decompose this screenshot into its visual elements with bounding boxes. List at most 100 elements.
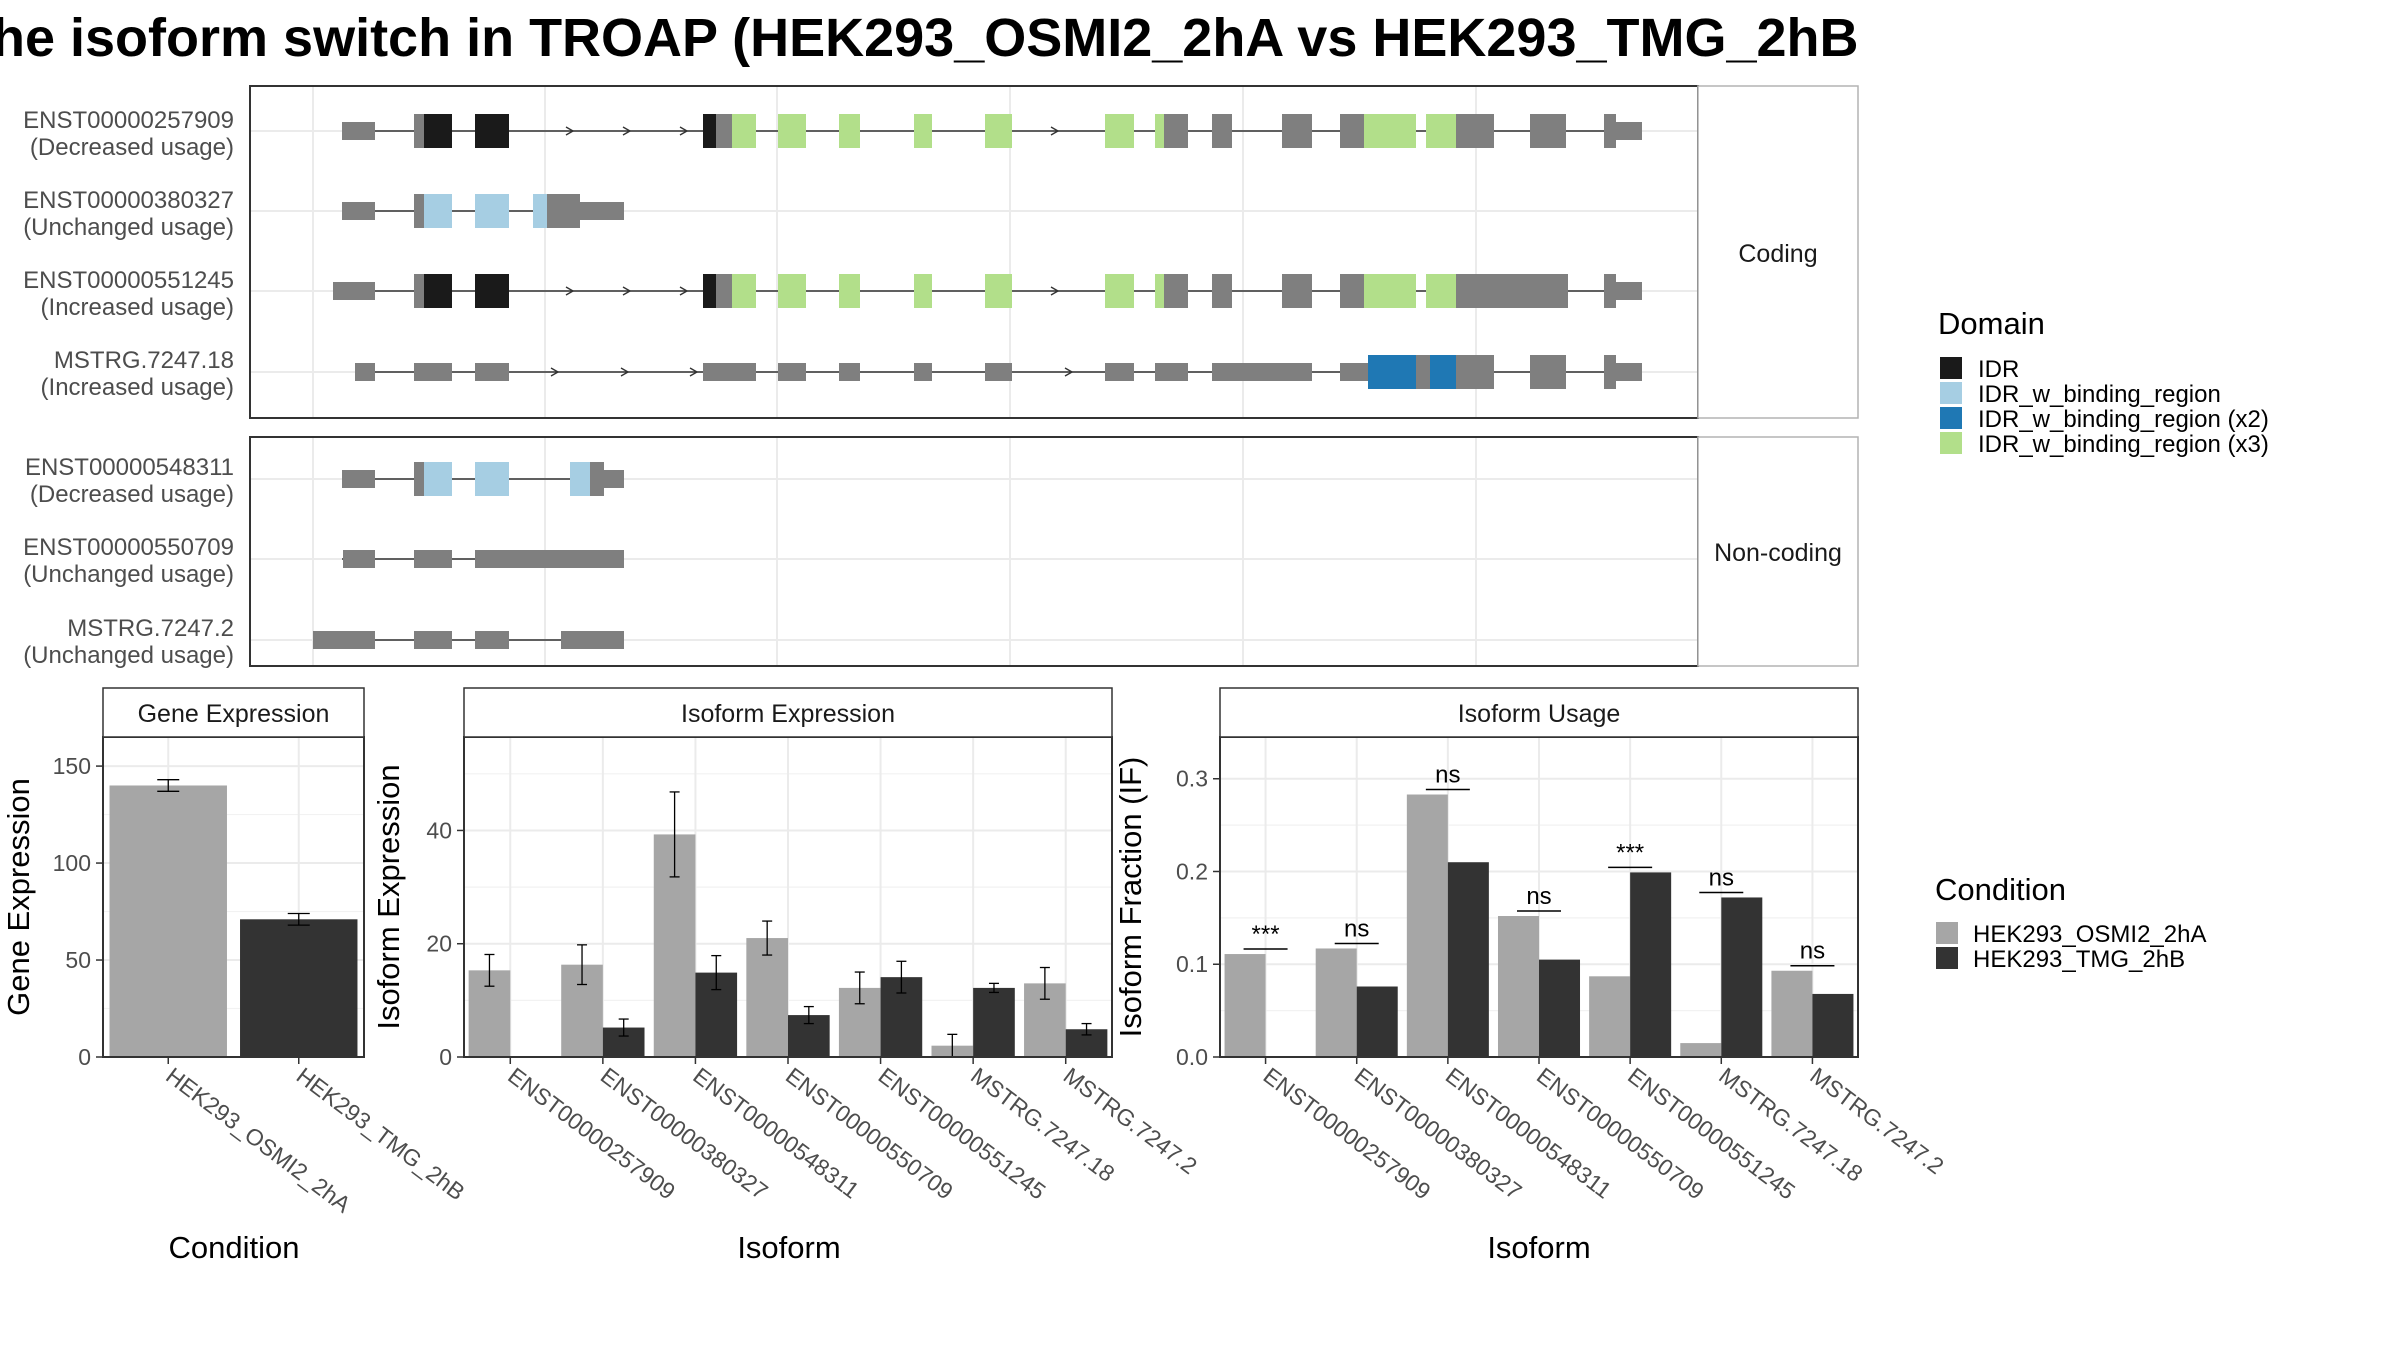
x-tick-label: ENST00000550709 xyxy=(781,1062,958,1204)
significance-label: ns xyxy=(1526,883,1551,910)
legend-item-idr-binding: IDR_w_binding_region xyxy=(1940,381,2221,408)
domain-segment xyxy=(839,114,860,148)
exon xyxy=(1456,274,1568,308)
isoform-track xyxy=(342,462,624,496)
x-tick-label: ENST00000257909 xyxy=(503,1062,680,1204)
legend-label: IDR_w_binding_region (x3) xyxy=(1978,431,2269,458)
bar xyxy=(1224,954,1266,1057)
domain-segment xyxy=(985,114,1012,148)
exon xyxy=(342,122,375,140)
exon xyxy=(414,194,424,228)
strip xyxy=(463,687,1113,738)
y-tick-label: 0.1 xyxy=(1176,951,1208,977)
strand-arrow xyxy=(1064,367,1074,377)
error-bar xyxy=(618,1018,629,1037)
bar xyxy=(1812,993,1854,1057)
exon xyxy=(839,363,860,381)
error-bar xyxy=(803,1005,814,1025)
error-bar xyxy=(1081,1022,1092,1036)
bar xyxy=(1630,872,1672,1057)
bar xyxy=(1315,948,1357,1057)
domain-segment xyxy=(1364,114,1416,148)
significance-label: ns xyxy=(1344,915,1369,942)
domain-segment xyxy=(475,462,509,496)
y-axis-title: Gene Expression xyxy=(1,778,36,1016)
exon xyxy=(716,114,732,148)
y-tick-label: 0.0 xyxy=(1176,1044,1208,1070)
bar xyxy=(1589,976,1631,1057)
significance-label: ns xyxy=(1435,762,1460,789)
chart-isoform-expression: Isoform Expression02040ENST00000257909EN… xyxy=(371,687,1202,1265)
legend-title: Condition xyxy=(1935,872,2066,907)
exon xyxy=(778,363,806,381)
domain-segment xyxy=(533,194,547,228)
significance-label: ns xyxy=(1800,938,1825,965)
exon xyxy=(1456,355,1494,389)
row-label-7247-18: MSTRG.7247.18 (Increased usage) xyxy=(41,347,234,401)
exon xyxy=(1604,114,1616,148)
chart-isoform-usage: *** ns ns ns *** ns ns Isoform Usage 0.0 0.1 0.2 0.… xyxy=(1113,687,1949,1265)
strand-arrow xyxy=(622,126,632,136)
legend-condition: Condition HEK293_OSMI2_2hA HEK293_TMG_2h… xyxy=(1935,872,2206,973)
row-label-380327: ENST00000380327 (Unchanged usage) xyxy=(23,187,234,241)
exon xyxy=(547,194,580,228)
error-bar xyxy=(157,779,180,792)
y-axis-title: Isoform Expression xyxy=(371,764,406,1029)
isoform-id: ENST00000550709 xyxy=(23,534,234,561)
y-tick-label: 50 xyxy=(65,947,91,973)
error-bar xyxy=(287,912,310,926)
strip-coding xyxy=(1697,85,1859,419)
isoform-tracks xyxy=(313,462,624,649)
isoform-track xyxy=(313,631,624,649)
exon xyxy=(414,462,424,496)
domain-segment xyxy=(475,194,509,228)
domain-segment xyxy=(985,274,1012,308)
y-axis-title: Isoform Fraction (IF) xyxy=(1113,757,1148,1038)
exon xyxy=(343,550,375,568)
figure-title: he isoform switch in TROAP (HEK293_OSMI2… xyxy=(0,8,1859,68)
legend-item-idr-binding-x3: IDR_w_binding_region (x3) xyxy=(1940,431,2269,458)
exon xyxy=(475,363,509,381)
y-tick-label: 0 xyxy=(439,1044,452,1070)
exon xyxy=(716,274,732,308)
x-tick-label: ENST00000380327 xyxy=(1350,1062,1527,1204)
bar xyxy=(1771,970,1813,1057)
exon xyxy=(414,363,452,381)
bar xyxy=(1406,794,1448,1057)
exon xyxy=(1616,282,1642,300)
isoform-structure: Coding ENST00000257909 (Decreased usage)… xyxy=(23,85,1859,669)
exon xyxy=(1416,355,1430,389)
strip-label-coding: Coding xyxy=(1738,240,1817,268)
isoform-usage: (Increased usage) xyxy=(41,294,234,321)
y-tick-label: 20 xyxy=(426,931,452,957)
exon xyxy=(475,550,624,568)
domain-segment xyxy=(1105,274,1134,308)
domain-segment xyxy=(778,274,806,308)
panel-background xyxy=(250,437,1698,666)
bar xyxy=(1721,897,1763,1057)
x-tick-label: ENST00000380327 xyxy=(596,1062,773,1204)
exon xyxy=(1164,274,1188,308)
significance-label: *** xyxy=(1252,921,1280,948)
domain-segment xyxy=(1155,114,1164,148)
isoform-track xyxy=(342,194,624,228)
strand-arrow xyxy=(620,367,630,377)
exon xyxy=(1212,114,1232,148)
bar xyxy=(973,987,1015,1057)
exon xyxy=(342,202,375,220)
exon xyxy=(342,470,375,488)
row-label-7247-2: MSTRG.7247.2 (Unchanged usage) xyxy=(23,615,234,669)
domain-segment xyxy=(424,194,452,228)
exon xyxy=(1340,114,1364,148)
domain-segment xyxy=(570,462,590,496)
y-tick-label: 0.2 xyxy=(1176,858,1208,884)
domain-segment xyxy=(424,462,452,496)
bar xyxy=(1680,1043,1722,1057)
x-tick-label: ENST00000257909 xyxy=(1259,1062,1436,1204)
exon xyxy=(1105,363,1134,381)
isoform-usage: (Decreased usage) xyxy=(30,481,234,508)
strand-arrow xyxy=(565,126,575,136)
error-bar xyxy=(896,960,907,994)
exon xyxy=(580,202,624,220)
